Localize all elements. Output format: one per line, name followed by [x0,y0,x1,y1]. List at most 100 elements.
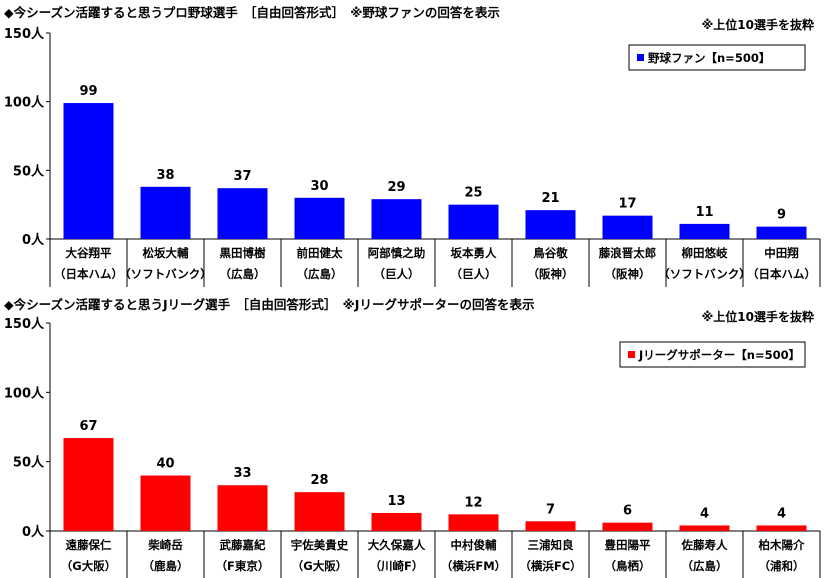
baseball-data-label: 99 [79,84,97,99]
baseball-bar [525,210,576,239]
baseball-category-label: 坂本勇人 [451,246,497,260]
baseball-data-label: 21 [541,191,559,206]
jleague-y-tick-label: 150人 [4,316,45,332]
jleague-y-tick-label: 0人 [22,524,45,540]
jleague-category-label: 柴崎岳 [147,538,183,552]
jleague-legend-label: Jリーグサポーター【n=500】 [638,348,800,362]
baseball-data-label: 30 [310,179,328,194]
jleague-data-label: 13 [387,494,405,509]
baseball-chart-panel: ◆今シーズン活躍すると思うプロ野球選手 ［自由回答形式］ ※野球ファンの回答を表… [4,5,821,287]
baseball-data-label: 9 [777,208,786,223]
jleague-category-sublabel: （鹿島） [143,559,189,573]
baseball-bar [294,197,345,239]
jleague-bar [525,521,576,531]
jleague-chart-note: ※上位10選手を抜粋 [701,310,814,324]
baseball-category-label: 前田健太 [297,246,343,260]
baseball-category-sublabel: （阪神） [605,267,651,281]
baseball-bar [371,199,422,239]
jleague-data-label: 12 [464,495,482,510]
baseball-y-tick-label: 150人 [4,26,45,42]
jleague-category-label: 大久保嘉人 [368,538,426,552]
baseball-bar [140,186,191,239]
jleague-chart-panel: ◆今シーズン活躍すると思うJリーグ選手 ［自由回答形式］ ※Jリーグサポーターの… [0,290,826,578]
baseball-category-label: 阿部慎之助 [368,246,426,260]
jleague-bar [448,514,499,531]
jleague-data-label: 40 [156,457,174,472]
jleague-category-sublabel: （川崎F） [370,559,424,573]
baseball-category-sublabel: （日本ハム） [54,267,123,281]
baseball-data-label: 11 [695,205,713,220]
jleague-bar [371,512,422,531]
baseball-category-sublabel: （巨人） [451,267,497,281]
jleague-y-tick-label: 50人 [13,455,45,471]
jleague-category-sublabel: （横浜FM） [441,559,506,573]
baseball-y-tick-label: 50人 [13,163,45,179]
jleague-category-sublabel: （広島） [682,559,728,573]
jleague-category-label: 柏木陽介 [759,538,805,552]
baseball-category-label: 藤浪晋太郎 [599,246,657,260]
baseball-bar [602,215,653,239]
jleague-data-label: 28 [310,473,328,488]
jleague-bar [217,485,268,531]
jleague-category-sublabel: （横浜FC） [519,559,581,573]
jleague-data-label: 4 [700,506,709,521]
baseball-y-tick-label: 0人 [22,232,45,248]
jleague-category-sublabel: （G大阪） [292,559,347,573]
baseball-data-label: 38 [156,168,174,183]
baseball-category-label: 鳥谷敬 [533,246,568,260]
baseball-chart-note: ※上位10選手を抜粋 [701,18,814,32]
baseball-category-label: 黒田博樹 [220,246,266,260]
jleague-bar-chart: 0人 50人 100人 150人 6 7 遠藤保仁 （G大阪） 40 柴崎岳 （鹿島） 33 武藤嘉紀 （… [4,316,821,578]
jleague-category-sublabel: （鳥栖） [605,559,651,573]
jleague-data-label: 6 [623,504,632,519]
baseball-bar [217,188,268,239]
baseball-category-sublabel: （日本ハム） [747,267,816,281]
baseball-data-label: 37 [233,169,251,184]
jleague-data-label: 33 [233,466,251,481]
jleague-category-label: 佐藤寿人 [681,538,728,552]
jleague-category-label: 武藤嘉紀 [220,538,266,552]
baseball-y-tick-label: 100人 [4,95,45,111]
baseball-legend-label: 野球ファン【n=500】 [648,51,770,65]
baseball-category-sublabel: （広島） [220,267,266,281]
jleague-bar [602,522,653,531]
jleague-data-label: 4 [777,506,786,521]
jleague-legend-swatch [628,351,635,358]
baseball-bar [448,204,499,239]
baseball-data-label: 25 [464,186,482,201]
jleague-category-label: 遠藤保仁 [66,538,112,552]
jleague-category-label: 中村俊輔 [451,538,497,552]
baseball-category-sublabel: （ソフトバンク） [658,267,751,281]
baseball-bar [679,223,730,239]
jleague-chart-title: ◆今シーズン活躍すると思うJリーグ選手 ［自由回答形式］ ※Jリーグサポーターの… [4,297,535,312]
baseball-data-label: 17 [618,197,636,212]
jleague-category-sublabel: （G大阪） [61,559,116,573]
baseball-category-sublabel: （広島） [297,267,343,281]
jleague-category-sublabel: （F東京） [216,559,270,573]
jleague-y-tick-label: 100人 [4,385,45,401]
baseball-bar-chart: 0人 50人 100人 150人 99 大谷翔平 （日本ハム） 38 松坂大輔 （ソフトバンク） 3… [4,26,821,287]
jleague-bar [294,492,345,531]
jleague-legend-box [619,341,806,368]
jleague-category-label: 三浦知良 [528,538,574,552]
baseball-legend-swatch [637,54,644,61]
jleague-bar [140,475,191,531]
jleague-bar [756,525,807,531]
jleague-category-label: 宇佐美貴史 [291,538,349,552]
jleague-bar [679,525,730,531]
baseball-category-label: 大谷翔平 [66,246,112,260]
jleague-bar [63,438,114,531]
baseball-data-label: 29 [387,180,405,195]
baseball-category-sublabel: （巨人） [374,267,420,281]
baseball-category-label: 柳田悠岐 [682,246,728,260]
baseball-chart-title: ◆今シーズン活躍すると思うプロ野球選手 ［自由回答形式］ ※野球ファンの回答を表… [4,5,500,20]
jleague-category-sublabel: （浦和） [759,559,805,573]
baseball-category-label: 松坂大輔 [143,246,189,260]
baseball-bar [63,103,114,239]
baseball-category-sublabel: （阪神） [528,267,574,281]
baseball-legend-box [628,44,806,71]
baseball-bar [756,226,807,239]
jleague-category-label: 豊田陽平 [605,538,651,552]
baseball-category-label: 中田翔 [764,246,799,260]
jleague-data-label: 7 [546,502,555,517]
